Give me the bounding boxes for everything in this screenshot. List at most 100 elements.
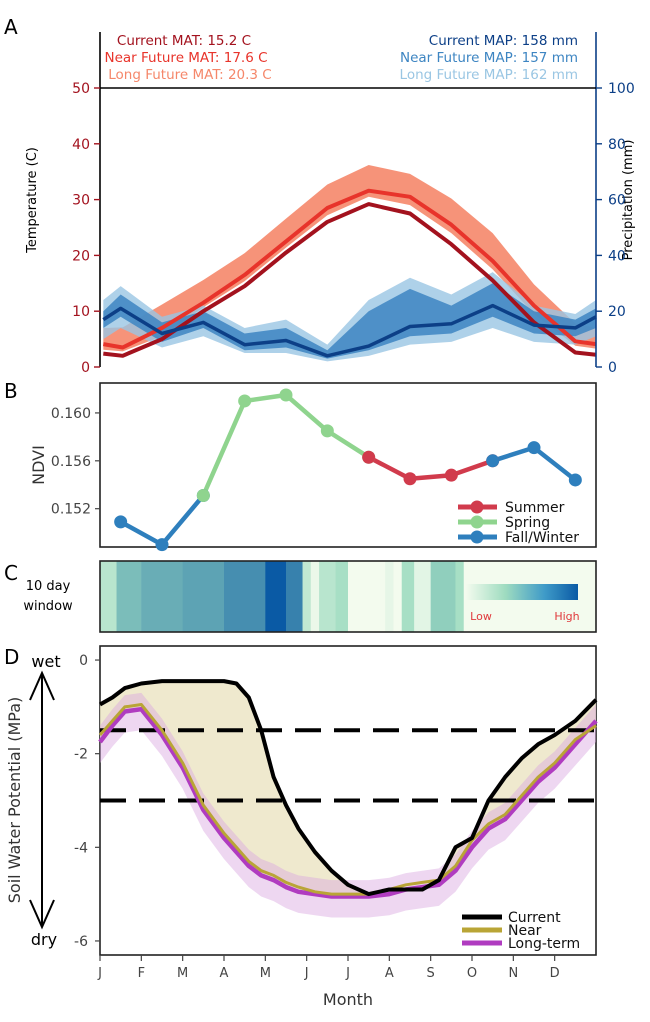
panel-d-plot: 0 -2 -4 -6: [74, 645, 598, 956]
month-axis-title: Month: [323, 990, 373, 1009]
panel-d-legend: Current Near Long-term: [462, 910, 580, 952]
dry-label: dry: [31, 930, 57, 949]
month-tick-label: A: [220, 966, 229, 981]
panel-b-letter: B: [4, 379, 18, 403]
fallwinter-ndvi-point: [568, 473, 582, 487]
panel-c-letter: C: [4, 561, 18, 585]
heatmap-cell: [348, 561, 386, 632]
legend-current-mat: Current MAT: 15.2 C: [117, 33, 251, 49]
soil-tick-label: 0: [79, 653, 88, 669]
temperature-tick-label: 0: [81, 360, 90, 376]
heatmap-legend: Low High: [466, 584, 580, 623]
heatmap-cell: [141, 561, 184, 632]
month-tick-label: M: [260, 966, 271, 981]
heatmap-cell: [302, 561, 312, 632]
precipitation-tick-label: 100: [608, 81, 635, 97]
heatmap-cell: [286, 561, 304, 632]
panel-c-frame: [99, 560, 597, 633]
panel-b-plot: 0.152 0.156 0.160: [51, 382, 597, 552]
legend-long-mat: Long Future MAT: 20.3 C: [108, 67, 271, 83]
month-tick-label: A: [385, 966, 394, 981]
ndvi-tick-label: 0.160: [51, 406, 91, 422]
legend-summer-label: Summer: [505, 500, 565, 516]
dry-arrow-head: [29, 899, 55, 930]
spring-ndvi-point: [279, 388, 293, 402]
current-temperature-line: [103, 202, 597, 358]
panel-b-legend: Summer Spring Fall/Winter: [458, 500, 579, 546]
spring-ndvi-point: [196, 489, 210, 503]
temperature-tick-label: 30: [72, 193, 90, 209]
spring-ndvi-point: [238, 394, 252, 408]
soil-tick-label: -4: [74, 840, 88, 856]
temperature-tick-label: 10: [72, 304, 90, 320]
temperature-axis-label: Temperature (C): [25, 147, 40, 254]
heatmap-label-line2: window: [23, 599, 73, 614]
long-term-uncertainty-band: [100, 692, 596, 918]
heatmap-cell: [182, 561, 225, 632]
month-tick-label: O: [467, 966, 477, 981]
heatmap-legend-gradient: [466, 584, 578, 600]
panel-d: D Soil Water Potential (MPa) wet dry 0 -2…: [4, 645, 598, 1009]
heatmap-cell: [414, 561, 432, 632]
legend-current-map: Current MAP: 158 mm: [429, 33, 578, 49]
panel-a-ticks: 0 10 20 30 40 50 0 20 40 60 80 100: [72, 32, 635, 376]
near-future-precip-band: [103, 283, 596, 359]
wet-arrow-head: [29, 670, 55, 701]
heatmap-legend-low: Low: [470, 610, 492, 623]
heatmap-cell: [430, 561, 457, 632]
heatmap-cell: [335, 561, 349, 632]
precipitation-tick-label: 40: [608, 248, 626, 264]
legend-spring-marker: [470, 515, 484, 529]
near-future-temperature-line: [102, 188, 597, 350]
heatmap-cell: [319, 561, 337, 632]
panel-a: A Current MAT: 15.2 C Near Future MAT: 1…: [4, 15, 636, 376]
month-tick-label: M: [177, 966, 188, 981]
panel-a-letter: A: [4, 15, 18, 39]
ndvi-tick-label: 0.152: [51, 502, 91, 518]
heatmap-cell: [393, 561, 403, 632]
legend-near-mat: Near Future MAT: 17.6 C: [104, 50, 267, 66]
summer-ndvi-point: [403, 472, 417, 486]
fallwinter-ndvi-point: [155, 538, 169, 552]
heatmap-cell: [401, 561, 415, 632]
panel-c: C 10 day window Low High: [4, 560, 597, 633]
legend-fallwinter-label: Fall/Winter: [505, 530, 579, 546]
month-tick-label: J: [345, 966, 350, 981]
summer-ndvi-line: [367, 455, 494, 482]
heatmap-legend-high: High: [554, 610, 579, 623]
wet-dry-arrow: [29, 670, 55, 930]
month-tick-label: N: [508, 966, 518, 981]
summer-ndvi-point: [362, 450, 376, 464]
month-tick-label: F: [138, 966, 145, 981]
near-soil-line: [98, 703, 597, 896]
soil-tick-label: -2: [74, 747, 88, 763]
legend-current-label: Current: [508, 910, 561, 926]
legend-spring-label: Spring: [505, 515, 550, 531]
current-soil-line: [99, 679, 598, 897]
temperature-tick-label: 40: [72, 137, 90, 153]
heatmap-label-line1: 10 day: [26, 579, 71, 594]
fallwinter-ndvi-point: [114, 515, 128, 529]
legend-near-map: Near Future MAP: 157 mm: [400, 50, 578, 66]
soil-axis-label: Soil Water Potential (MPa): [5, 697, 24, 904]
month-tick-label: J: [304, 966, 309, 981]
heatmap-cell: [310, 561, 320, 632]
fallwinter-ndvi-point: [527, 441, 541, 455]
legend-summer-marker: [470, 500, 484, 514]
month-tick-label: J: [97, 966, 102, 981]
precipitation-tick-label: 60: [608, 193, 626, 209]
soil-tick-label: -6: [74, 934, 88, 950]
precipitation-axis-label: Precipitation (mm): [621, 140, 636, 261]
panel-b: B NDVI 0.152 0.156 0.160 Summer Spring Fal…: [4, 379, 597, 552]
heatmap-cell: [385, 561, 395, 632]
temperature-tick-label: 20: [72, 248, 90, 264]
ndvi-tick-label: 0.156: [51, 454, 91, 470]
fallwinter-ndvi-line: [119, 494, 206, 547]
current-precipitation-line: [102, 303, 597, 358]
spring-ndvi-line: [201, 392, 370, 497]
legend-fallwinter-marker: [470, 530, 484, 544]
long-term-soil-line: [98, 706, 598, 899]
temperature-tick-label: 50: [72, 81, 90, 97]
